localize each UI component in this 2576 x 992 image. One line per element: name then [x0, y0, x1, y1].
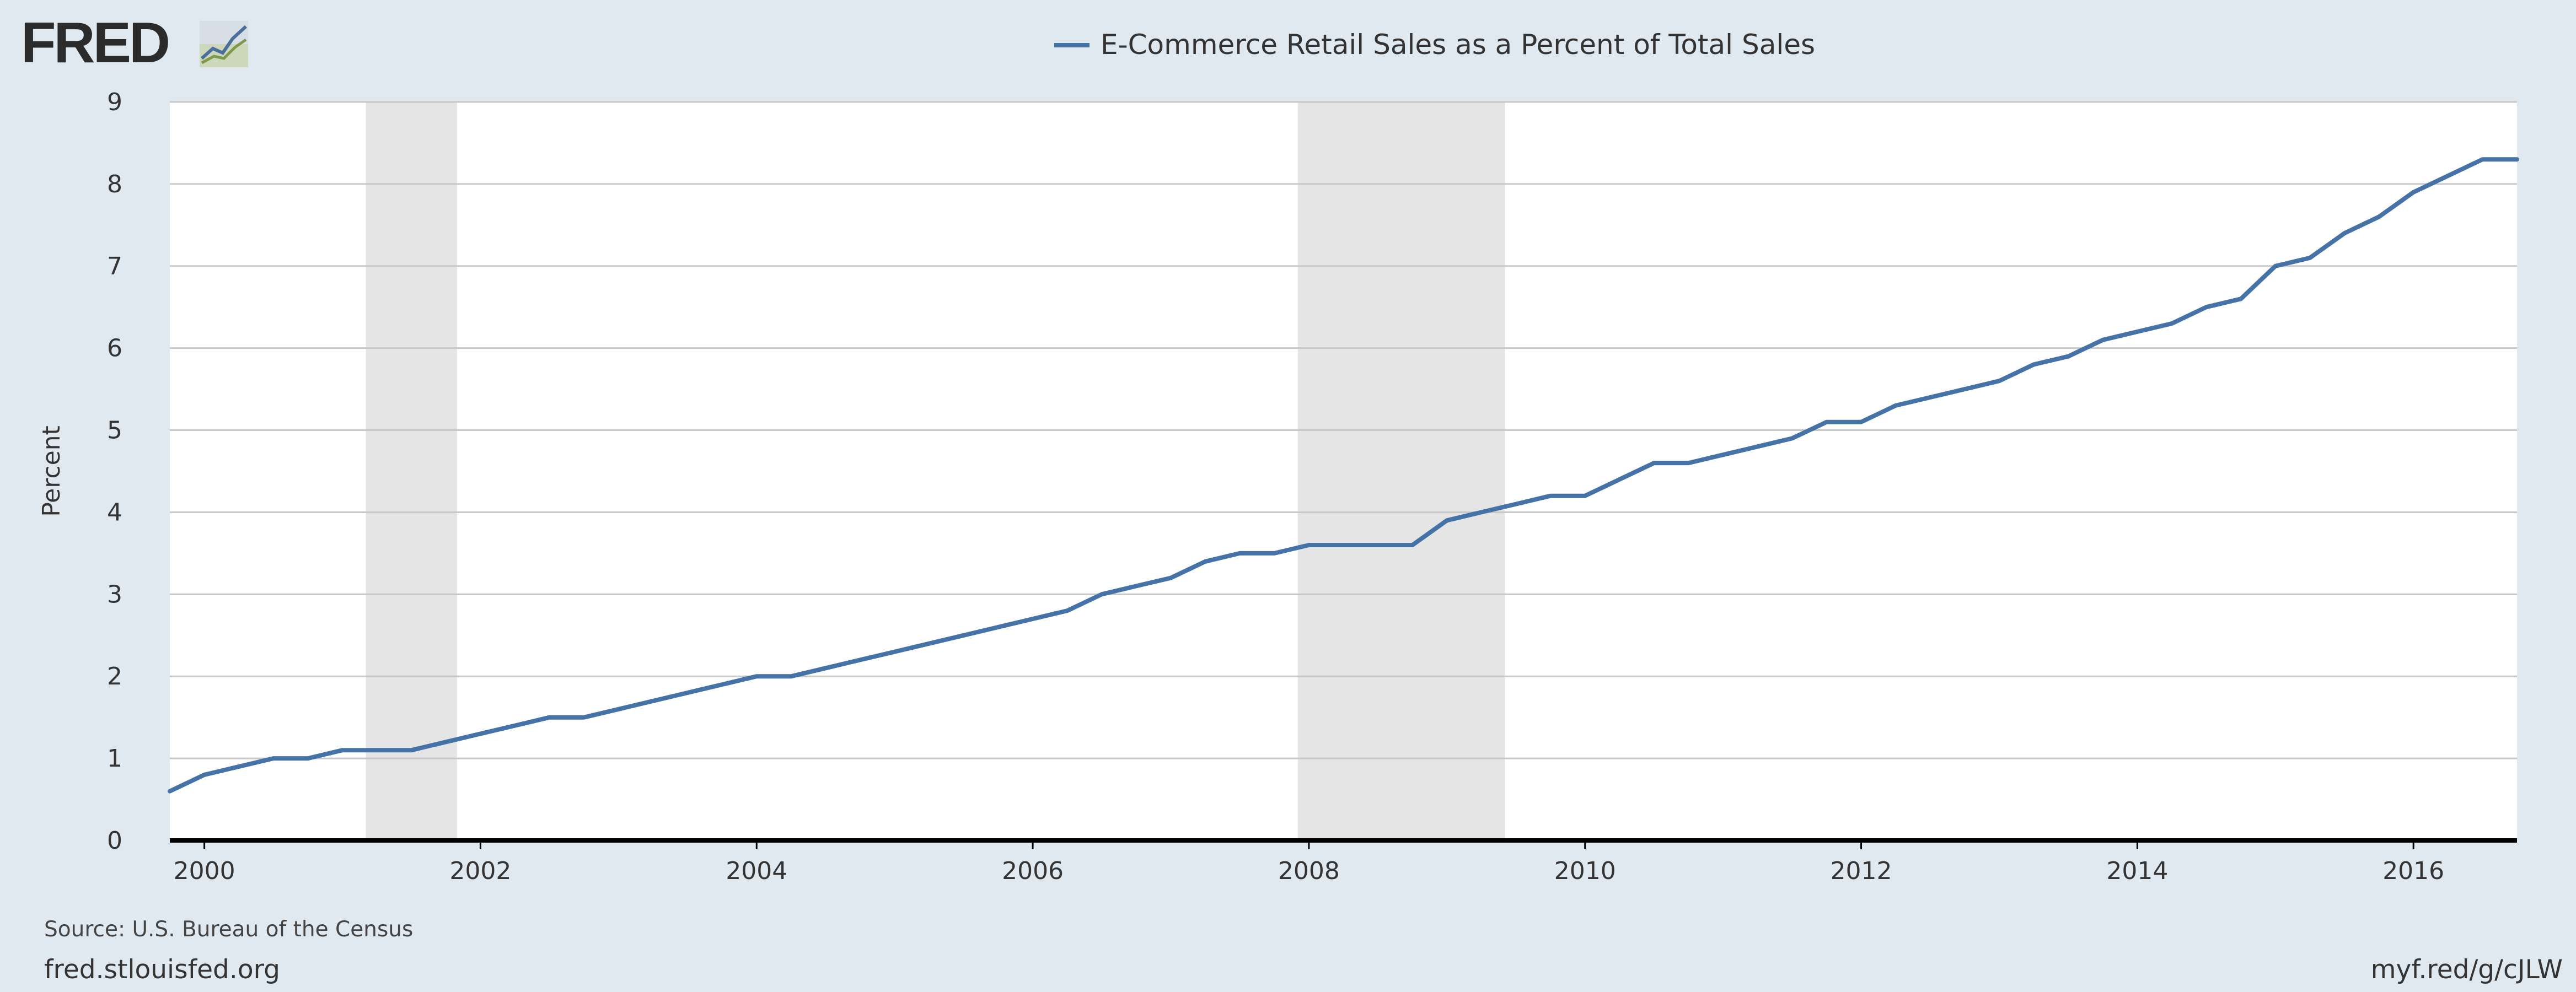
- fred-logo[interactable]: FRED: [21, 11, 258, 75]
- legend: E-Commerce Retail Sales as a Percent of …: [1054, 29, 1815, 61]
- y-tick-label-2: 2: [107, 662, 122, 691]
- fred-logo-graph-icon: [200, 21, 248, 67]
- x-tick-label-2004: 2004: [726, 857, 787, 885]
- y-tick-label-9: 9: [107, 88, 122, 116]
- fred-logo-text: FRED: [21, 11, 170, 75]
- x-tick-label-2000: 2000: [174, 857, 235, 885]
- short-link[interactable]: myf.red/g/cJLW: [2370, 955, 2563, 985]
- y-tick-label-6: 6: [107, 335, 122, 363]
- site-link[interactable]: fred.stlouisfed.org: [44, 955, 280, 985]
- y-tick-label-0: 0: [107, 827, 122, 855]
- x-tick-label-2014: 2014: [2106, 857, 2168, 885]
- y-tick-label-5: 5: [107, 417, 122, 445]
- x-tick-label-2008: 2008: [1278, 857, 1340, 885]
- recession-band-1: [366, 102, 457, 840]
- grid-lines: [170, 101, 2517, 759]
- recession-shading-layer: [366, 102, 1505, 840]
- x-tick-label-2012: 2012: [1831, 857, 1892, 885]
- x-tick-label-2010: 2010: [1554, 857, 1616, 885]
- recession-band-2: [1297, 102, 1505, 840]
- y-tick-label-1: 1: [107, 745, 122, 773]
- x-axis-ticks: 2000 2002 2004 2006 2008 2010 2012 2014 2016: [174, 840, 2444, 885]
- x-tick-label-2002: 2002: [449, 857, 511, 885]
- y-axis-ticks: 0 1 2 3 4 5 6 7 8 9: [107, 88, 122, 855]
- y-tick-label-8: 8: [107, 170, 122, 198]
- x-tick-label-2006: 2006: [1002, 857, 1064, 885]
- y-tick-label-7: 7: [107, 252, 122, 281]
- x-tick-label-2016: 2016: [2382, 857, 2444, 885]
- series-line-1: [168, 157, 2519, 794]
- y-tick-label-3: 3: [107, 580, 122, 608]
- y-tick-label-4: 4: [107, 498, 122, 526]
- y-axis-title: Percent: [37, 425, 66, 517]
- series-layer: [168, 157, 2519, 794]
- legend-label: E-Commerce Retail Sales as a Percent of …: [1101, 29, 1815, 61]
- source-note: Source: U.S. Bureau of the Census: [44, 917, 414, 942]
